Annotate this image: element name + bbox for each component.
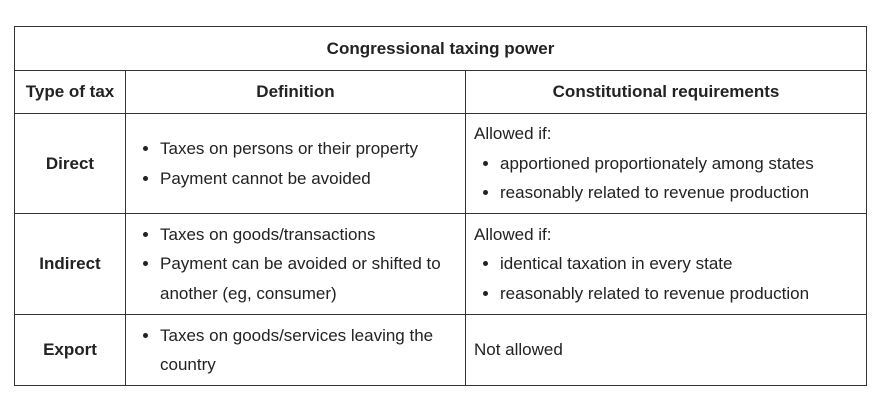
definition-list: Taxes on goods/services leaving the coun… <box>134 321 457 380</box>
table-title: Congressional taxing power <box>14 26 867 71</box>
definition-cell: Taxes on goods/transactions Payment can … <box>125 213 466 315</box>
list-item: apportioned proportionately among states <box>500 149 858 179</box>
table-row-direct: Direct Taxes on persons or their propert… <box>14 113 867 214</box>
taxing-power-table: Congressional taxing power Type of tax D… <box>14 26 867 386</box>
type-cell: Indirect <box>14 213 126 315</box>
header-type: Type of tax <box>14 70 126 114</box>
type-cell: Direct <box>14 113 126 214</box>
definition-list: Taxes on persons or their property Payme… <box>134 134 457 193</box>
requirement-lead: Not allowed <box>474 340 563 360</box>
header-row: Type of tax Definition Constitutional re… <box>14 70 867 114</box>
list-item: Payment can be avoided or shifted to ano… <box>160 249 457 308</box>
requirements-list: apportioned proportionately among states… <box>474 149 858 208</box>
requirements-cell: Allowed if: apportioned proportionately … <box>465 113 867 214</box>
type-cell: Export <box>14 314 126 386</box>
list-item: identical taxation in every state <box>500 249 858 279</box>
list-item: Taxes on persons or their property <box>160 134 457 164</box>
definition-list: Taxes on goods/transactions Payment can … <box>134 220 457 309</box>
definition-cell: Taxes on persons or their property Payme… <box>125 113 466 214</box>
requirement-lead: Allowed if: <box>474 224 552 244</box>
header-requirements: Constitutional requirements <box>465 70 867 114</box>
list-item: Payment cannot be avoided <box>160 164 457 194</box>
list-item: reasonably related to revenue production <box>500 279 858 309</box>
table-row-export: Export Taxes on goods/services leaving t… <box>14 314 867 386</box>
requirements-list: identical taxation in every state reason… <box>474 249 858 308</box>
list-item: Taxes on goods/services leaving the coun… <box>160 321 457 380</box>
requirement-lead: Allowed if: <box>474 124 552 144</box>
requirements-cell: Allowed if: identical taxation in every … <box>465 213 867 315</box>
table-row-indirect: Indirect Taxes on goods/transactions Pay… <box>14 213 867 315</box>
definition-cell: Taxes on goods/services leaving the coun… <box>125 314 466 386</box>
requirements-cell: Not allowed <box>465 314 867 386</box>
header-definition: Definition <box>125 70 466 114</box>
list-item: reasonably related to revenue production <box>500 178 858 208</box>
list-item: Taxes on goods/transactions <box>160 220 457 250</box>
